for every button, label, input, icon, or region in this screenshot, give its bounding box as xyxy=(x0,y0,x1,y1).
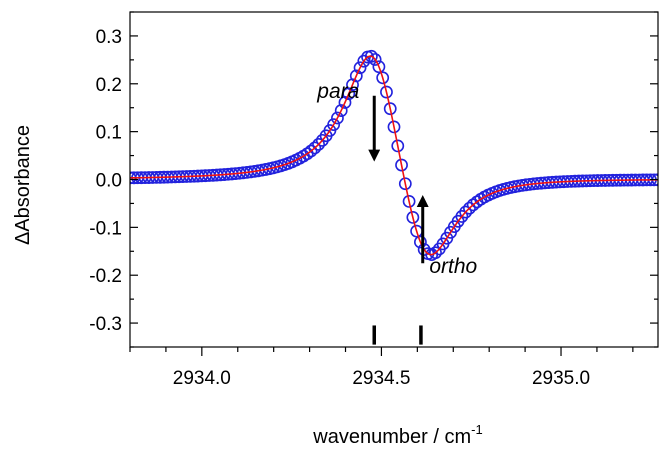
data-point xyxy=(398,177,412,191)
x-tick-label: 2934.5 xyxy=(352,368,410,389)
data-point xyxy=(395,158,408,172)
x-tick-label: 2935.0 xyxy=(532,368,590,389)
data-point xyxy=(383,102,397,116)
fit-line xyxy=(130,55,658,256)
data-point xyxy=(402,194,416,208)
data-point xyxy=(312,137,325,151)
y-tick-label: -0.1 xyxy=(89,218,122,239)
x-axis-label: wavenumber / cm-1 xyxy=(312,422,482,448)
annotation-para: para xyxy=(316,80,359,103)
data-point xyxy=(387,120,401,134)
data-point xyxy=(376,71,390,85)
data-point xyxy=(327,118,341,132)
data-point xyxy=(413,235,427,249)
data-point xyxy=(304,144,318,158)
annotation-ortho: ortho xyxy=(429,255,477,278)
y-tick-label: 0.3 xyxy=(96,27,122,48)
x-axis-label-text: wavenumber / cm xyxy=(312,426,471,448)
data-point xyxy=(455,210,469,223)
data-point xyxy=(334,104,348,117)
y-axis-label: ΔAbsorbance xyxy=(12,125,34,245)
data-point xyxy=(368,53,382,66)
data-point xyxy=(459,205,473,219)
data-point xyxy=(372,60,386,74)
y-tick-label: 0.1 xyxy=(96,123,122,144)
axes: 0.3 0.2 0.1 0.0 -0.1 -0.2 -0.3 2934.0 2934.5 2935… xyxy=(89,11,659,389)
y-tick-label: -0.2 xyxy=(89,266,122,287)
data-point xyxy=(391,139,405,153)
y-tick-label: 0.2 xyxy=(96,75,122,96)
data-point xyxy=(406,211,420,224)
y-tick-label: 0.0 xyxy=(96,171,122,192)
data-point xyxy=(364,49,378,63)
data-point xyxy=(331,111,344,125)
x-axis-label-superscript: -1 xyxy=(471,422,483,437)
plot-area xyxy=(130,49,658,261)
data-point xyxy=(463,201,476,215)
data-point xyxy=(429,246,442,260)
data-point xyxy=(353,61,367,75)
y-tick-label: -0.3 xyxy=(89,314,122,335)
x-tick-label: 2934.0 xyxy=(173,368,231,389)
data-point xyxy=(349,69,363,83)
data-point xyxy=(308,141,322,155)
data-point xyxy=(380,85,393,99)
